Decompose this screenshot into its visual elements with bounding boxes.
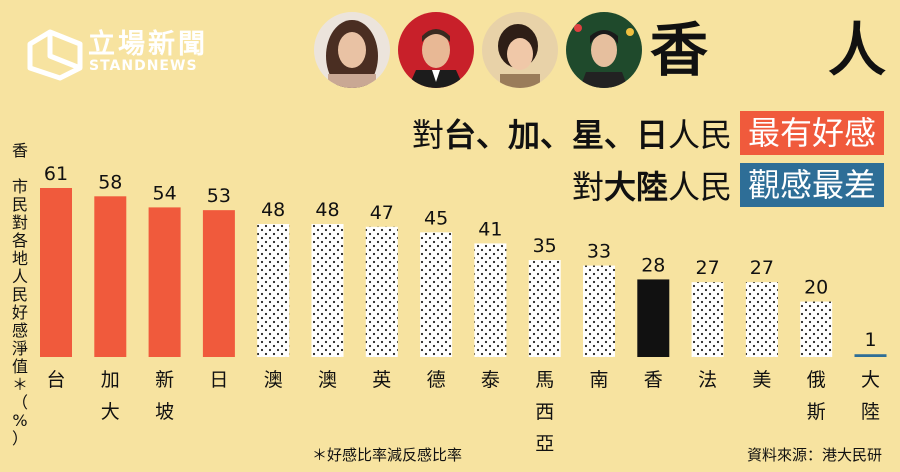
value-label-7: 45 — [424, 207, 448, 229]
category-label-9-0: 馬 — [535, 369, 554, 391]
source-note: 資料來源：港大民研 — [746, 446, 882, 464]
value-label-6: 47 — [370, 202, 394, 224]
portrait-3 — [482, 12, 558, 88]
value-label-2: 54 — [153, 182, 177, 204]
bar-3 — [202, 210, 235, 357]
brand-name-en: STANDNEWS — [89, 58, 198, 74]
headline2-prefix: 對 — [571, 168, 604, 206]
value-label-13: 27 — [750, 257, 774, 279]
bar-5 — [311, 224, 344, 357]
bar-6 — [365, 226, 398, 357]
category-label-1-0: 加 — [101, 369, 120, 391]
value-label-5: 48 — [315, 199, 339, 221]
bar-0 — [40, 188, 72, 357]
bar-12 — [691, 282, 724, 357]
category-label-14-0: 俄 — [807, 369, 826, 391]
category-label-13-0: 美 — [752, 369, 771, 391]
category-label-4-0: 澳 — [264, 369, 283, 391]
woman-short-hair-portrait-icon — [482, 12, 558, 88]
category-label-9-2: 亞 — [535, 433, 554, 455]
headline2-bold: 大陸 — [603, 168, 668, 206]
bar-9 — [528, 260, 561, 357]
category-label-9-1: 西 — [535, 401, 554, 423]
man-suit-red-portrait-icon — [398, 12, 474, 88]
bar-14 — [800, 301, 833, 357]
value-label-0: 61 — [44, 163, 68, 185]
man-tree-portrait-icon — [566, 12, 642, 88]
page-title: 香 人 — [650, 14, 886, 86]
value-label-10: 33 — [587, 241, 611, 263]
headline1-prefix: 對 — [411, 116, 444, 154]
category-label-5-0: 澳 — [318, 369, 337, 391]
headline-unfavorable: 對 大陸 人民 觀感最差 — [572, 162, 884, 208]
bar-2 — [148, 207, 181, 357]
portrait-1 — [314, 12, 390, 88]
headline1-bold: 台、加、星、日 — [443, 116, 668, 154]
value-label-11: 28 — [641, 254, 665, 276]
value-label-4: 48 — [261, 199, 285, 221]
headline-favorable: 對 台、加、星、日 人民 最有好感 — [412, 110, 884, 156]
category-label-2-1: 坡 — [155, 401, 174, 423]
title-char-1: 香 — [650, 16, 709, 84]
bar-4 — [257, 224, 290, 357]
y-axis-label-char: 香 — [11, 141, 28, 160]
bar-1 — [94, 196, 127, 357]
headline1-suffix: 人民 — [667, 116, 732, 154]
category-label-14-1: 斯 — [807, 401, 826, 423]
brand-name-cn: 立場新聞 — [88, 29, 208, 60]
category-label-8-0: 泰 — [481, 369, 500, 391]
portrait-4 — [566, 12, 642, 88]
value-label-3: 53 — [207, 185, 231, 207]
value-label-1: 58 — [98, 171, 122, 193]
bar-8 — [474, 243, 507, 357]
category-label-10-0: 南 — [589, 369, 608, 391]
bar-13 — [745, 282, 778, 357]
value-label-12: 27 — [696, 257, 720, 279]
category-label-7-0: 德 — [427, 369, 446, 391]
portrait-2 — [398, 12, 474, 88]
bar-10 — [583, 265, 615, 357]
category-label-11-0: 香 — [644, 369, 663, 391]
value-label-8: 41 — [478, 218, 502, 240]
value-label-15: 1 — [864, 329, 876, 351]
value-label-14: 20 — [804, 277, 828, 299]
category-label-3-0: 日 — [209, 369, 228, 391]
headline2-highlight: 觀感最差 — [739, 163, 884, 207]
headline2-suffix: 人民 — [667, 168, 732, 206]
y-axis-label: 市民對各地人民好感淨值＊（%） — [11, 177, 28, 448]
category-label-15-0: 大 — [861, 369, 880, 391]
woman-long-hair-portrait-icon — [314, 12, 390, 88]
headline1-highlight: 最有好感 — [739, 111, 884, 155]
category-label-15-1: 陸 — [861, 401, 880, 423]
category-label-6-0: 英 — [372, 369, 391, 391]
footnote: ＊好感比率減反感比率 — [312, 446, 463, 464]
category-label-2-0: 新 — [155, 369, 174, 391]
bar-7 — [420, 232, 453, 357]
title-char-2: 人 — [827, 16, 886, 84]
bar-11 — [637, 279, 670, 357]
standnews-logo-icon — [27, 29, 83, 81]
category-label-12-0: 法 — [698, 369, 717, 391]
category-label-1-1: 大 — [101, 401, 120, 423]
category-label-0-0: 台 — [46, 369, 65, 391]
value-label-9: 35 — [533, 235, 557, 257]
bar-15 — [854, 354, 887, 357]
